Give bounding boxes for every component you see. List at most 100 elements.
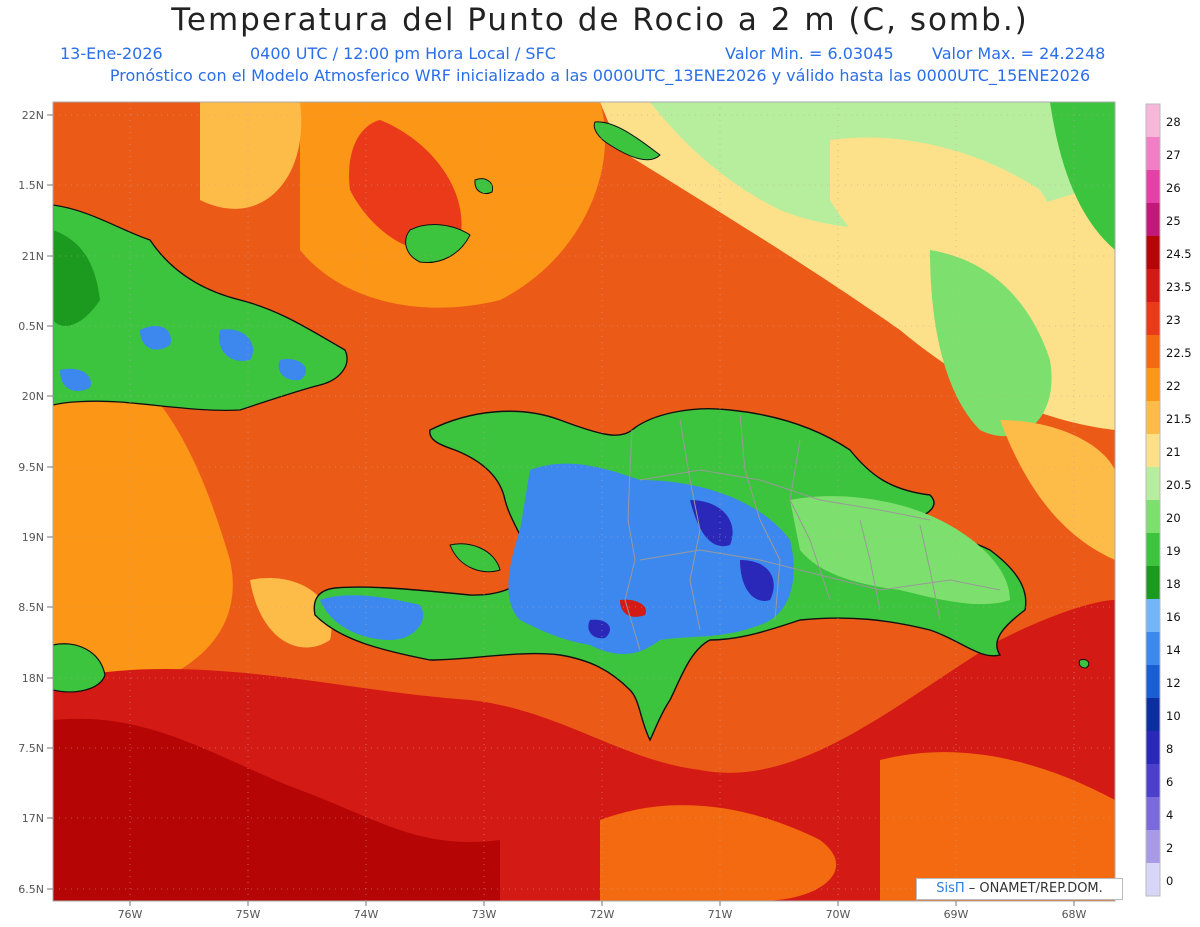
lon-label: 71W <box>708 908 733 921</box>
colorbar-frame <box>1145 103 1161 897</box>
sea-nw-yellow <box>200 102 302 209</box>
lat-label: 18N <box>22 672 44 685</box>
cuba-west-darkgreen <box>53 230 100 326</box>
colorbar-label: 16 <box>1166 610 1181 624</box>
longitude-axis: 76W 75W 74W 73W 72W 71W 70W 69W 68W <box>118 908 1087 921</box>
sea-south-darkred <box>53 718 500 901</box>
turks-caicos-island <box>593 121 661 161</box>
tiburon-highland-blue <box>320 595 424 640</box>
colorbar-swatch <box>1146 203 1160 236</box>
colorbar-swatch <box>1146 731 1160 764</box>
lat-label: 0.5N <box>18 320 44 333</box>
sea-west-orange <box>53 330 233 700</box>
sea-east-orange <box>1000 420 1115 560</box>
forecast-time: 0400 UTC / 12:00 pm Hora Local / SFC <box>250 44 556 63</box>
forecast-date: 13-Ene-2026 <box>60 44 163 63</box>
gonave-island <box>449 543 501 573</box>
colorbar-swatch <box>1146 599 1160 632</box>
colorbar-swatch <box>1146 500 1160 533</box>
credit-box: SisΠ – ONAMET/REP.DOM. <box>916 878 1123 900</box>
map-title: Temperatura del Punto de Rocio a 2 m (C,… <box>171 2 1029 38</box>
sea-south-orange <box>600 805 837 901</box>
colorbar-label: 22 <box>1166 379 1181 393</box>
latitude-axis: 22N 1.5N 21N 0.5N 20N 9.5N 19N 8.5N 18N … <box>18 109 44 896</box>
colorbar-label: 22.5 <box>1166 346 1192 360</box>
colorbar-swatch <box>1146 104 1160 137</box>
colorbar-label: 20 <box>1166 511 1181 525</box>
colorbar-label: 2 <box>1166 841 1173 855</box>
colorbar-swatch <box>1146 764 1160 797</box>
lat-label: 21N <box>22 250 44 263</box>
colorbar-swatch <box>1146 632 1160 665</box>
colorbar-swatch <box>1146 797 1160 830</box>
lon-label: 72W <box>590 908 615 921</box>
model-info: Pronóstico con el Modelo Atmosferico WRF… <box>109 66 1091 85</box>
colorbar-swatch <box>1146 533 1160 566</box>
latitude-ticks <box>47 114 1075 906</box>
dewpoint-field <box>53 102 1115 901</box>
colorbar-swatch <box>1146 830 1160 863</box>
colorbar-label: 28 <box>1166 115 1181 129</box>
lat-label: 8.5N <box>18 601 44 614</box>
colorbar-swatch <box>1146 236 1160 269</box>
colorbar-label: 14 <box>1166 643 1181 657</box>
islet-2 <box>1078 659 1090 669</box>
sispi-logo: SisΠ <box>936 881 965 896</box>
lon-label: 76W <box>118 908 143 921</box>
sea-gulf-yellow <box>250 578 332 648</box>
colorbar-label: 26 <box>1166 181 1181 195</box>
colorbar-label: 19 <box>1166 544 1181 558</box>
colorbar-swatch <box>1146 698 1160 731</box>
great-inagua-island <box>405 224 471 264</box>
cuba-highland-blue <box>60 325 307 391</box>
lat-label: 17N <box>22 812 44 825</box>
cordillera-central-dark <box>588 500 774 639</box>
colorbar-swatch <box>1146 170 1160 203</box>
colorbar-swatch <box>1146 566 1160 599</box>
colorbar-swatch <box>1146 434 1160 467</box>
lon-label: 74W <box>354 908 379 921</box>
colorbar-label: 8 <box>1166 742 1173 756</box>
colorbar-label: 23 <box>1166 313 1181 327</box>
lon-label: 70W <box>826 908 851 921</box>
cuba-landmass <box>53 204 348 411</box>
colorbar-swatch <box>1146 302 1160 335</box>
lat-label: 22N <box>22 109 44 122</box>
colorbar-label: 20.5 <box>1166 478 1192 492</box>
colorbar-label: 27 <box>1166 148 1181 162</box>
colorbar-label: 24.5 <box>1166 247 1192 261</box>
colorbar-swatch <box>1146 368 1160 401</box>
lon-label: 75W <box>236 908 261 921</box>
colorbar-swatch <box>1146 269 1160 302</box>
sea-se-orange <box>880 752 1115 901</box>
colorbar-label: 0 <box>1166 874 1173 888</box>
colorbar-label: 4 <box>1166 808 1173 822</box>
colorbar-swatch <box>1146 863 1160 896</box>
lon-label: 68W <box>1062 908 1087 921</box>
colorbar-swatch <box>1146 467 1160 500</box>
credit-text: – ONAMET/REP.DOM. <box>968 881 1103 896</box>
lat-label: 1.5N <box>18 179 44 192</box>
sea-corner-green <box>1050 102 1115 250</box>
colorbar-label: 23.5 <box>1166 280 1192 294</box>
colorbar-label: 21.5 <box>1166 412 1192 426</box>
plot-frame <box>52 101 1116 902</box>
colorbar: 2827262524.523.52322.52221.52120.5201918… <box>1145 103 1192 897</box>
colorbar-swatch <box>1146 665 1160 698</box>
colorbar-label: 25 <box>1166 214 1181 228</box>
lon-label: 73W <box>472 908 497 921</box>
min-value: Valor Min. = 6.03045 <box>725 44 894 63</box>
max-value: Valor Max. = 24.2248 <box>932 44 1106 63</box>
sea-east-green <box>930 250 1052 437</box>
lat-label: 20N <box>22 390 44 403</box>
province-borders <box>624 414 1001 651</box>
sea-north-red <box>349 120 462 251</box>
colorbar-label: 6 <box>1166 775 1173 789</box>
lat-label: 7.5N <box>18 742 44 755</box>
lat-label: 19N <box>22 531 44 544</box>
colorbar-label: 10 <box>1166 709 1181 723</box>
lat-label: 9.5N <box>18 461 44 474</box>
lat-label: 6.5N <box>18 883 44 896</box>
colorbar-swatch <box>1146 137 1160 170</box>
